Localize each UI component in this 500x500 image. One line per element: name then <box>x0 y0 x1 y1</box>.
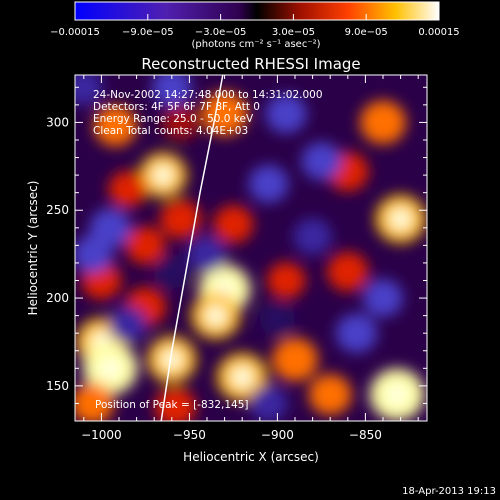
colorbar-ticks: −0.00015 −9.0e−05 −3.0e−05 3.0e−05 9.0e−05 0.… <box>50 14 460 38</box>
intensity-peak-core <box>98 356 122 381</box>
colorbar: −0.00015 −9.0e−05 −3.0e−05 3.0e−05 9.0e−05 0.… <box>50 1 460 50</box>
intensity-blob <box>259 302 296 337</box>
intensity-peak-core <box>152 164 174 186</box>
intensity-blob <box>187 235 227 273</box>
colorbar-unit-label: (photons cm⁻² s⁻¹ asec⁻²) <box>191 39 320 50</box>
intensity-peak-core <box>385 382 409 407</box>
x-axis-label: Heliocentric X (arcsec) <box>183 450 319 464</box>
annotation-time-range: 24-Nov-2002 14:27:48.000 to 14:31:02.000 <box>93 89 323 101</box>
intensity-blob <box>162 104 200 141</box>
intensity-peak-core <box>161 349 183 370</box>
intensity-blob <box>108 306 148 343</box>
x-tick-label: −950 <box>173 428 206 442</box>
colorbar-tick-label: 9.0e−05 <box>345 27 388 38</box>
colorbar-tick-label: −9.0e−05 <box>122 27 174 38</box>
intensity-blob <box>293 218 332 255</box>
solar-limb-line <box>160 75 224 421</box>
y-tick-label: 150 <box>46 379 69 393</box>
intensity-blob <box>272 337 318 382</box>
axis-ticks: −1000 −950 −900 −850 150 200 250 300 <box>46 75 427 442</box>
intensity-blob <box>308 374 352 416</box>
intensity-blob <box>108 170 148 208</box>
colorbar-tick-label: 0.00015 <box>418 27 459 38</box>
x-tick-label: −900 <box>261 428 294 442</box>
annotation-peak-position: Position of Peak = [-832,145] <box>95 399 249 411</box>
intensity-peak-core <box>231 366 253 388</box>
intensity-blob <box>151 75 192 107</box>
intensity-blob <box>75 235 113 274</box>
intensity-blob <box>265 93 307 134</box>
intensity-blob <box>94 105 137 147</box>
x-tick-label: −1000 <box>81 428 122 442</box>
intensity-blob <box>248 164 289 203</box>
annotation-algorithm-counts: Clean Total counts: 4.04E+03 <box>93 125 248 137</box>
intensity-peak-core <box>205 305 227 327</box>
colorbar-tick-label: 3.0e−05 <box>272 27 315 38</box>
y-tick-label: 250 <box>46 203 69 217</box>
intensity-blob <box>363 279 403 318</box>
plot-frame <box>74 74 428 422</box>
colorbar-gradient <box>74 1 440 21</box>
intensity-blob <box>249 385 288 421</box>
y-tick-label: 200 <box>46 291 69 305</box>
intensity-blob <box>327 252 369 292</box>
y-tick-label: 300 <box>46 115 69 129</box>
colorbar-tick-label: −0.00015 <box>50 27 100 38</box>
footer-timestamp: 18-Apr-2013 19:13 <box>402 486 496 497</box>
intensity-peak-core <box>389 208 412 230</box>
intensity-blob <box>213 205 254 244</box>
annotation-detectors: Detectors: 4F 5F 6F 7F 8F, Att 0 <box>93 101 260 113</box>
intensity-blob <box>335 313 378 353</box>
intensity-blob <box>75 75 104 106</box>
annotation-energy-range: Energy Range: 25.0 - 50.0 keV <box>93 113 254 125</box>
image-intensity-map <box>75 75 426 421</box>
chart-title: Reconstructed RHESSI Image <box>141 55 360 73</box>
intensity-blob <box>75 383 115 421</box>
intensity-blob <box>125 226 166 265</box>
intensity-blob <box>266 262 306 299</box>
intensity-blob <box>301 142 342 181</box>
y-axis-label: Heliocentric Y (arcsec) <box>26 181 40 316</box>
intensity-blob <box>360 100 406 145</box>
intensity-blob <box>154 254 190 289</box>
annotation-block: 24-Nov-2002 14:27:48.000 to 14:31:02.000… <box>93 89 323 411</box>
x-tick-label: −850 <box>349 428 382 442</box>
plot-area: −1000 −950 −900 −850 150 200 250 300 <box>46 74 428 442</box>
colorbar-tick-label: −3.0e−05 <box>195 27 247 38</box>
intensity-blob <box>159 199 202 239</box>
